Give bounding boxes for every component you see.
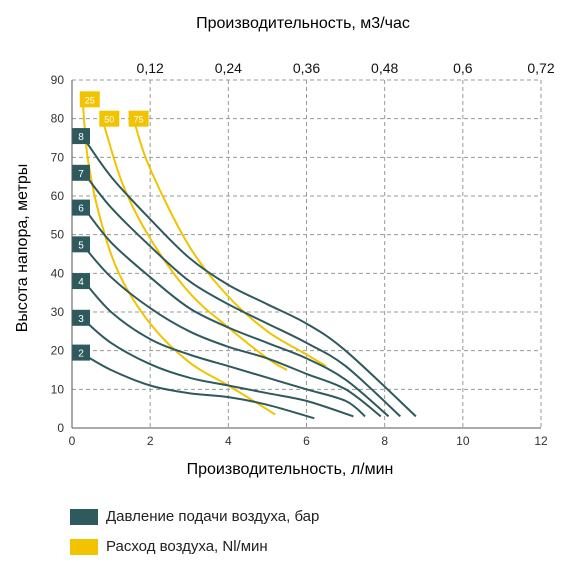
- pressure-marker-3: [72, 309, 90, 326]
- y-tick-label: 60: [51, 189, 65, 203]
- air-marker-75: [128, 110, 149, 127]
- pressure-marker-8: [72, 128, 90, 145]
- x-tick-label: 0: [69, 434, 76, 448]
- top-tick-label: 0,12: [137, 60, 164, 76]
- air-marker-label: 50: [104, 115, 114, 125]
- x-tick-label: 8: [381, 434, 388, 448]
- pressure-curve-6: [82, 206, 390, 418]
- legend-item-air: Расход воздуха, Nl/мин: [70, 538, 268, 555]
- pressure-marker-2: [72, 344, 90, 361]
- x-tick-label: 4: [225, 434, 232, 448]
- y-tick-label: 90: [51, 73, 65, 87]
- axes: 0 2 4 6 8 10 12 0 10 20 30 40 50 60 70 80 90 0,12 0,24 0,36…: [51, 60, 555, 448]
- curves: [81, 103, 417, 420]
- top-tick-label: 0,48: [371, 60, 398, 76]
- pressure-marker-label: 7: [78, 169, 84, 180]
- y-axis-title: Высота напора, метры: [14, 164, 31, 332]
- x-tick-label: 10: [456, 434, 470, 448]
- air-marker-label: 25: [85, 95, 95, 105]
- pressure-marker-6: [72, 199, 90, 216]
- air-curve-25: [81, 103, 276, 416]
- series-markers: 2 3 4 5 6 7 8 25 50 75: [72, 91, 149, 361]
- top-axis-title: Производительность, м3/час: [196, 15, 410, 32]
- pressure-curve-5: [82, 245, 382, 418]
- y-tick-label: 70: [51, 150, 65, 164]
- air-marker-label: 75: [134, 115, 144, 125]
- air-marker-50: [99, 110, 120, 127]
- pressure-curve-3: [83, 318, 354, 418]
- air-marker-25: [79, 91, 100, 108]
- pressure-marker-label: 2: [78, 349, 84, 360]
- x-tick-label: 12: [534, 434, 548, 448]
- legend-swatch-pressure: [70, 508, 98, 525]
- air-curve-75: [133, 122, 327, 367]
- legend-label-air: Расход воздуха, Nl/мин: [106, 538, 268, 555]
- pressure-curve-4: [82, 280, 366, 418]
- y-tick-label: 50: [51, 228, 65, 242]
- x-tick-label: 2: [147, 434, 154, 448]
- pressure-marker-label: 8: [78, 132, 84, 143]
- pressure-marker-label: 3: [78, 314, 84, 325]
- y-tick-label: 30: [51, 305, 65, 319]
- legend-swatch-air: [70, 538, 98, 555]
- pressure-marker-5: [72, 236, 90, 253]
- y-tick-label: 20: [51, 344, 65, 358]
- pressure-marker-label: 6: [78, 204, 84, 215]
- pressure-curve-2: [83, 353, 315, 420]
- x-axis-title: Производительность, л/мин: [187, 461, 394, 478]
- pressure-marker-4: [72, 273, 90, 290]
- y-tick-label: 40: [51, 266, 65, 280]
- top-tick-label: 0,6: [453, 60, 473, 76]
- legend-label-pressure: Давление подачи воздуха, бар: [106, 508, 320, 525]
- pressure-marker-label: 5: [78, 240, 84, 251]
- top-tick-label: 0,72: [527, 60, 554, 76]
- pressure-curve-7: [82, 172, 401, 418]
- pressure-marker-label: 4: [78, 277, 84, 288]
- top-tick-label: 0,36: [293, 60, 320, 76]
- pressure-curve-8: [82, 137, 417, 418]
- top-tick-label: 0,24: [215, 60, 242, 76]
- grid: [72, 79, 542, 428]
- y-tick-label: 10: [51, 382, 65, 396]
- pressure-marker-7: [72, 164, 90, 181]
- x-tick-label: 6: [303, 434, 310, 448]
- legend-item-pressure: Давление подачи воздуха, бар: [70, 508, 319, 525]
- y-tick-label: 0: [57, 421, 64, 435]
- air-curve-50: [102, 122, 288, 371]
- y-tick-label: 80: [51, 112, 65, 126]
